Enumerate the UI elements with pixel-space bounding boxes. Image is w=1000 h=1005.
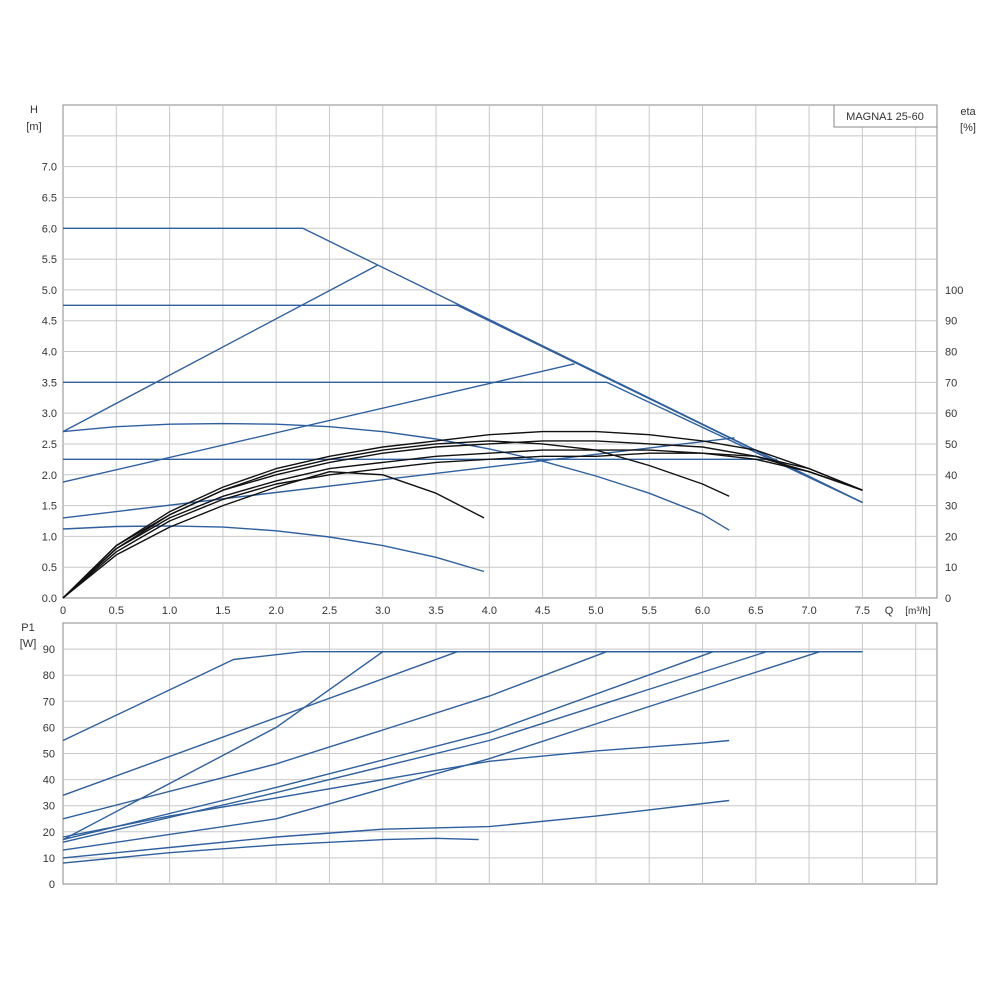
head-y-tick-label: 7.0 bbox=[42, 162, 57, 174]
head-y-tick-label: 5.0 bbox=[42, 285, 57, 297]
x-tick-label: 4.0 bbox=[482, 605, 497, 617]
eta-y-tick-label: 70 bbox=[945, 377, 957, 389]
x-tick-label: 5.0 bbox=[588, 605, 603, 617]
power-curve bbox=[62, 651, 863, 820]
eta-y-tick-label: 20 bbox=[945, 531, 957, 543]
x-tick-label: 1.5 bbox=[215, 605, 230, 617]
power-y-tick-label: 10 bbox=[43, 853, 55, 865]
power-curve bbox=[62, 799, 730, 859]
head-y-tick-label: 0.0 bbox=[42, 593, 57, 605]
power-y-tick-label: 50 bbox=[43, 749, 55, 761]
head-y-tick-label: 1.0 bbox=[42, 531, 57, 543]
x-tick-label: 5.5 bbox=[642, 605, 657, 617]
head-curve bbox=[62, 525, 485, 573]
x-tick-label: 1.0 bbox=[162, 605, 177, 617]
eta-y-tick-label: 10 bbox=[945, 562, 957, 574]
x-tick-label: 7.5 bbox=[855, 605, 870, 617]
head-y-tick-label: 3.5 bbox=[42, 377, 57, 389]
x-tick-label: 2.0 bbox=[269, 605, 284, 617]
power-y-tick-label: 0 bbox=[49, 879, 55, 891]
eta-axis-unit: [%] bbox=[960, 122, 976, 134]
flow-axis-unit: [m³/h] bbox=[905, 606, 931, 617]
eta-axis-title: eta bbox=[960, 106, 976, 118]
power-curve bbox=[62, 651, 767, 843]
x-tick-label: 2.5 bbox=[322, 605, 337, 617]
power-curve bbox=[62, 651, 821, 851]
power-y-tick-label: 40 bbox=[43, 775, 55, 787]
x-tick-label: 6.0 bbox=[695, 605, 710, 617]
power-curve bbox=[62, 651, 714, 841]
power-y-tick-label: 60 bbox=[43, 722, 55, 734]
flow-axis-title: Q bbox=[885, 605, 894, 617]
efficiency-curve bbox=[62, 471, 485, 599]
efficiency-curve bbox=[62, 440, 730, 599]
head-y-tick-label: 5.5 bbox=[42, 254, 57, 266]
power-y-tick-label: 30 bbox=[43, 801, 55, 813]
eta-y-tick-label: 50 bbox=[945, 439, 957, 451]
power-curve bbox=[62, 837, 479, 864]
eta-y-tick-label: 40 bbox=[945, 470, 957, 482]
power-curve bbox=[62, 739, 730, 838]
head-y-tick-label: 2.0 bbox=[42, 470, 57, 482]
x-tick-label: 3.5 bbox=[428, 605, 443, 617]
efficiency-curve bbox=[62, 452, 863, 599]
power-axis-unit: [W] bbox=[20, 638, 37, 650]
model-label: MAGNA1 25-60 bbox=[846, 111, 924, 123]
head-axis-title: H bbox=[30, 104, 38, 116]
head-y-tick-label: 6.5 bbox=[42, 192, 57, 204]
eta-y-tick-label: 30 bbox=[945, 501, 957, 513]
head-y-tick-label: 6.0 bbox=[42, 223, 57, 235]
efficiency-curve bbox=[62, 430, 863, 599]
head-curve bbox=[62, 264, 378, 433]
head-y-tick-label: 4.5 bbox=[42, 316, 57, 328]
efficiency-curve bbox=[62, 449, 863, 599]
head-curve bbox=[62, 437, 735, 519]
power-axis-title: P1 bbox=[21, 622, 34, 634]
power-y-tick-label: 90 bbox=[43, 644, 55, 656]
eta-y-tick-label: 90 bbox=[945, 316, 957, 328]
head-y-tick-label: 2.5 bbox=[42, 439, 57, 451]
power-y-tick-label: 70 bbox=[43, 696, 55, 708]
head-y-tick-label: 4.0 bbox=[42, 347, 57, 359]
head-axis-unit: [m] bbox=[26, 121, 41, 133]
head-y-tick-label: 3.0 bbox=[42, 408, 57, 420]
x-tick-label: 3.0 bbox=[375, 605, 390, 617]
head-y-tick-label: 1.5 bbox=[42, 501, 57, 513]
power-y-tick-label: 20 bbox=[43, 827, 55, 839]
x-tick-label: 0.5 bbox=[109, 605, 124, 617]
head-curve bbox=[62, 363, 575, 483]
eta-y-tick-label: 100 bbox=[945, 285, 963, 297]
eta-y-tick-label: 60 bbox=[945, 408, 957, 420]
head-y-tick-label: 0.5 bbox=[42, 562, 57, 574]
head-curve bbox=[62, 422, 730, 531]
head-curve bbox=[63, 304, 863, 504]
x-tick-label: 0 bbox=[60, 605, 66, 617]
eta-y-tick-label: 0 bbox=[945, 593, 951, 605]
power-panel-series bbox=[62, 651, 863, 864]
model-label-box bbox=[833, 104, 938, 128]
x-tick-label: 6.5 bbox=[748, 605, 763, 617]
x-tick-label: 4.5 bbox=[535, 605, 550, 617]
head-panel-series bbox=[62, 227, 863, 599]
x-tick-label: 7.0 bbox=[801, 605, 816, 617]
eta-y-tick-label: 80 bbox=[945, 347, 957, 359]
power-y-tick-label: 80 bbox=[43, 670, 55, 682]
